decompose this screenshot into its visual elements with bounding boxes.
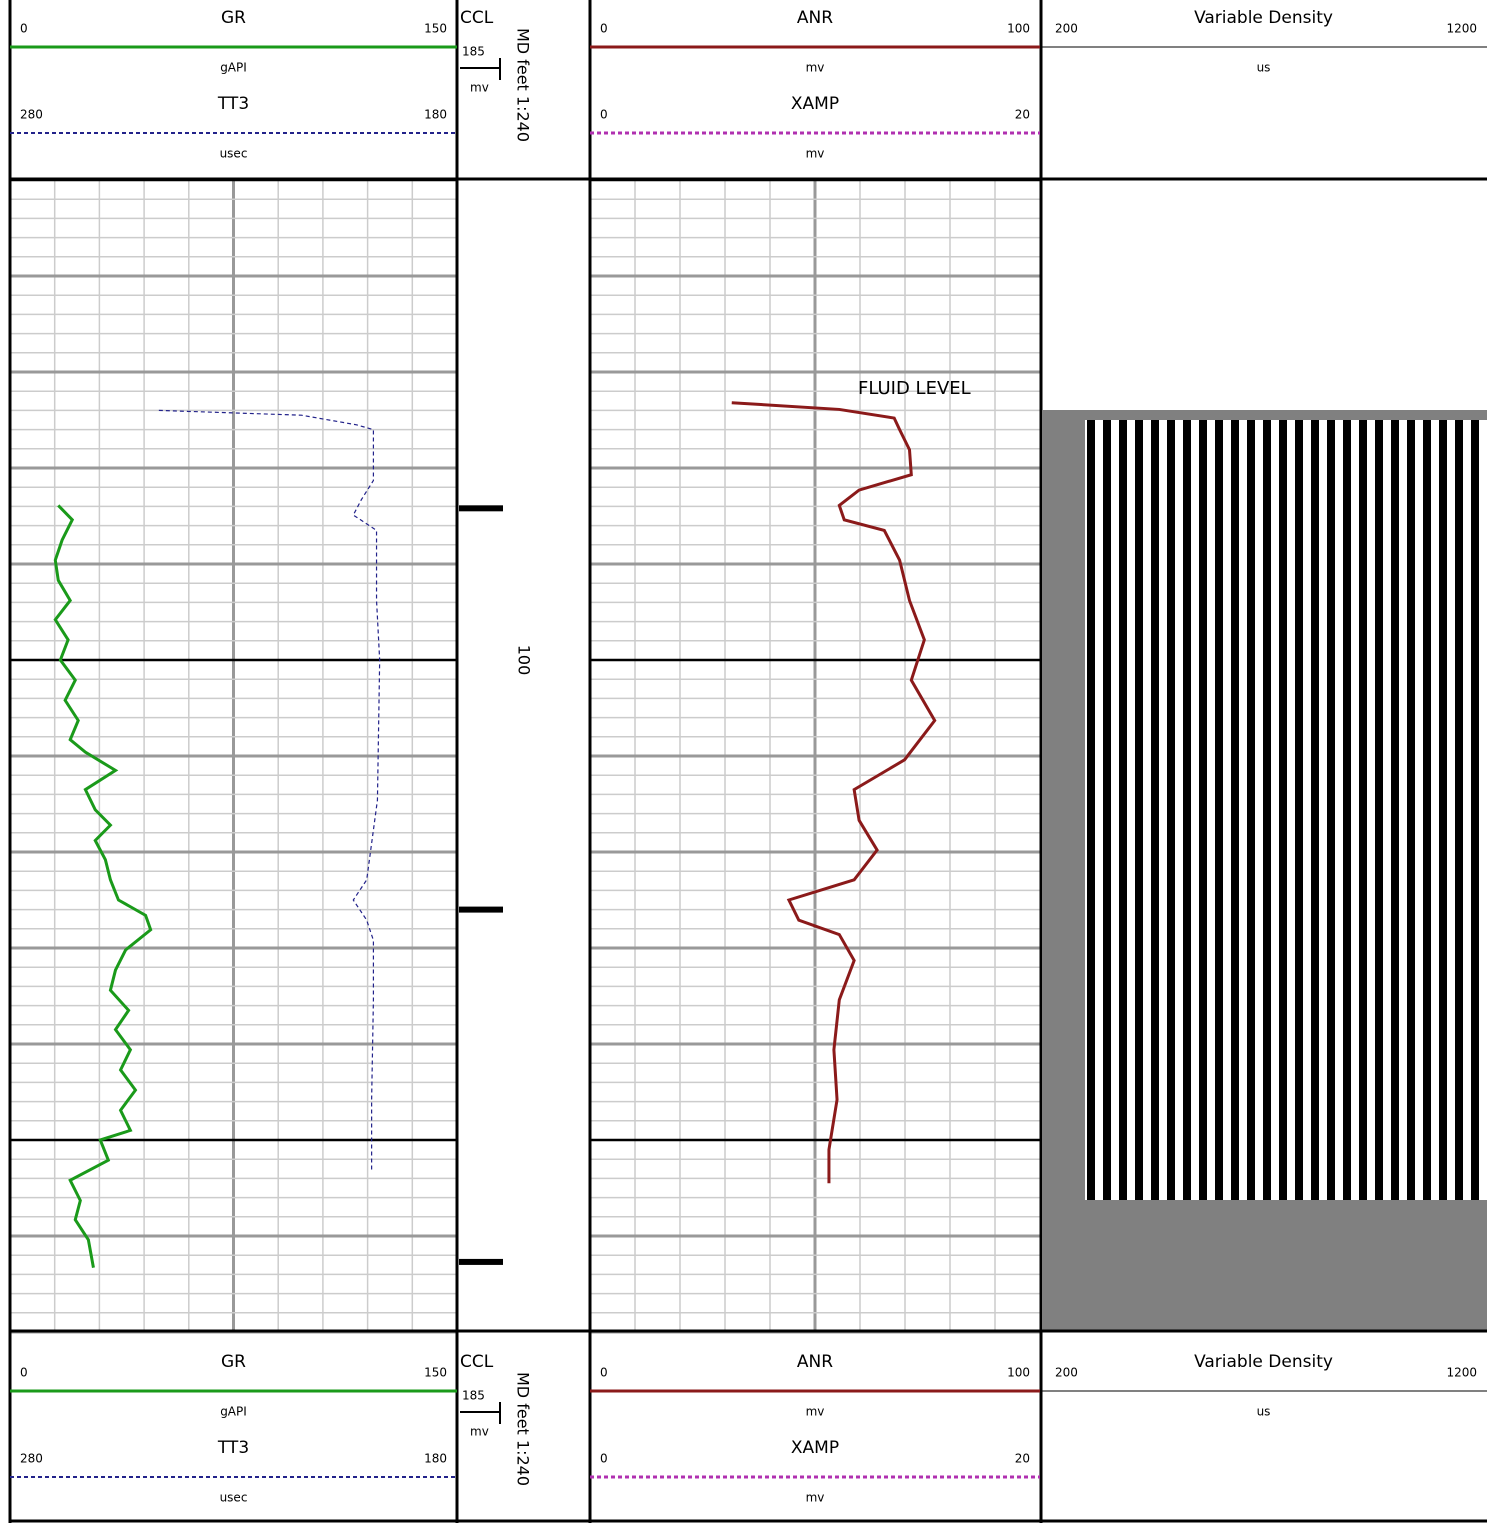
scale-left: 0 xyxy=(600,1452,608,1466)
depth-title: MD feet 1:240 xyxy=(514,1372,533,1486)
ccl-value: 185 xyxy=(462,1389,485,1403)
ccl-unit: mv xyxy=(470,81,489,95)
scale-right: 100 xyxy=(1007,1366,1030,1380)
log-curve xyxy=(731,401,937,1184)
vdl-scale-left: 200 xyxy=(1055,22,1078,36)
vdl-stripe xyxy=(1215,420,1223,1200)
annotation: FLUID LEVEL xyxy=(858,378,971,399)
frame xyxy=(8,0,1487,1523)
vdl-stripe xyxy=(1327,420,1335,1200)
vdl-stripe xyxy=(1087,420,1095,1200)
curve-name: XAMP xyxy=(791,94,839,114)
vdl-scale-left: 200 xyxy=(1055,1366,1078,1380)
curve-unit: mv xyxy=(806,1405,825,1419)
depth-title: MD feet 1:240 xyxy=(514,28,533,142)
ccl-mark xyxy=(459,505,503,512)
scale-right: 180 xyxy=(424,108,447,122)
curve-name: GR xyxy=(221,8,246,28)
scale-left: 0 xyxy=(20,22,28,36)
vdl-stripe xyxy=(1183,420,1191,1200)
vdl-stripe xyxy=(1199,420,1207,1200)
scale-right: 150 xyxy=(424,22,447,36)
ccl-unit: mv xyxy=(470,1425,489,1439)
curve-unit: mv xyxy=(806,61,825,75)
ccl-name: CCL xyxy=(460,8,494,28)
curve-unit: usec xyxy=(220,147,248,161)
curve-name: XAMP xyxy=(791,1438,839,1458)
curve-unit: mv xyxy=(806,1491,825,1505)
vdl-stripe xyxy=(1439,420,1447,1200)
ccl-value: 185 xyxy=(462,45,485,59)
scale-left: 0 xyxy=(600,108,608,122)
vdl-stripe xyxy=(1103,420,1111,1200)
vdl-stripe xyxy=(1167,420,1175,1200)
scale-right: 100 xyxy=(1007,22,1030,36)
scale-right: 180 xyxy=(424,1452,447,1466)
curve-unit: gAPI xyxy=(220,1405,247,1419)
vdl-stripe xyxy=(1295,420,1303,1200)
scale-left: 0 xyxy=(20,1366,28,1380)
curves xyxy=(53,401,937,1268)
ccl-name: CCL xyxy=(460,1352,494,1372)
curve-name: ANR xyxy=(797,1352,833,1372)
vdl-stripe xyxy=(1263,420,1271,1200)
vdl-stripe xyxy=(1343,420,1351,1200)
vdl-scale-right: 1200 xyxy=(1446,1366,1477,1380)
scale-right: 20 xyxy=(1015,108,1030,122)
ccl-mark xyxy=(459,1258,503,1265)
vdl-stripe xyxy=(1119,420,1127,1200)
vdl-stripe xyxy=(1423,420,1431,1200)
scale-right: 150 xyxy=(424,1366,447,1380)
vdl-stripe xyxy=(1231,420,1239,1200)
vdl-stripe xyxy=(1279,420,1287,1200)
vdl-scale-right: 1200 xyxy=(1446,22,1477,36)
scale-left: 0 xyxy=(600,22,608,36)
curve-unit: gAPI xyxy=(220,61,247,75)
vdl-unit: us xyxy=(1257,61,1271,75)
vdl-stripe xyxy=(1247,420,1255,1200)
vdl-stripe xyxy=(1471,420,1479,1200)
log-curve xyxy=(53,504,153,1268)
curve-name: GR xyxy=(221,1352,246,1372)
vdl-stripe xyxy=(1151,420,1159,1200)
scale-right: 20 xyxy=(1015,1452,1030,1466)
scale-left: 280 xyxy=(20,108,43,122)
log-curve xyxy=(158,409,381,1170)
curve-unit: usec xyxy=(220,1491,248,1505)
vdl-stripe xyxy=(1311,420,1319,1200)
vdl-unit: us xyxy=(1257,1405,1271,1419)
vdl-name: Variable Density xyxy=(1194,8,1333,28)
curve-unit: mv xyxy=(806,147,825,161)
vdl-stripe xyxy=(1391,420,1399,1200)
curve-name: TT3 xyxy=(217,1438,249,1458)
vdl-image xyxy=(1085,420,1487,1200)
vdl-stripe xyxy=(1375,420,1383,1200)
vdl-stripe xyxy=(1135,420,1143,1200)
vdl-stripe xyxy=(1455,420,1463,1200)
curve-name: TT3 xyxy=(217,94,249,114)
depth-label: 100 xyxy=(515,645,534,676)
ccl-mark xyxy=(459,906,503,913)
curve-name: ANR xyxy=(797,8,833,28)
scale-left: 280 xyxy=(20,1452,43,1466)
vdl-stripe xyxy=(1359,420,1367,1200)
vdl-name: Variable Density xyxy=(1194,1352,1333,1372)
scale-left: 0 xyxy=(600,1366,608,1380)
vdl-stripe xyxy=(1407,420,1415,1200)
